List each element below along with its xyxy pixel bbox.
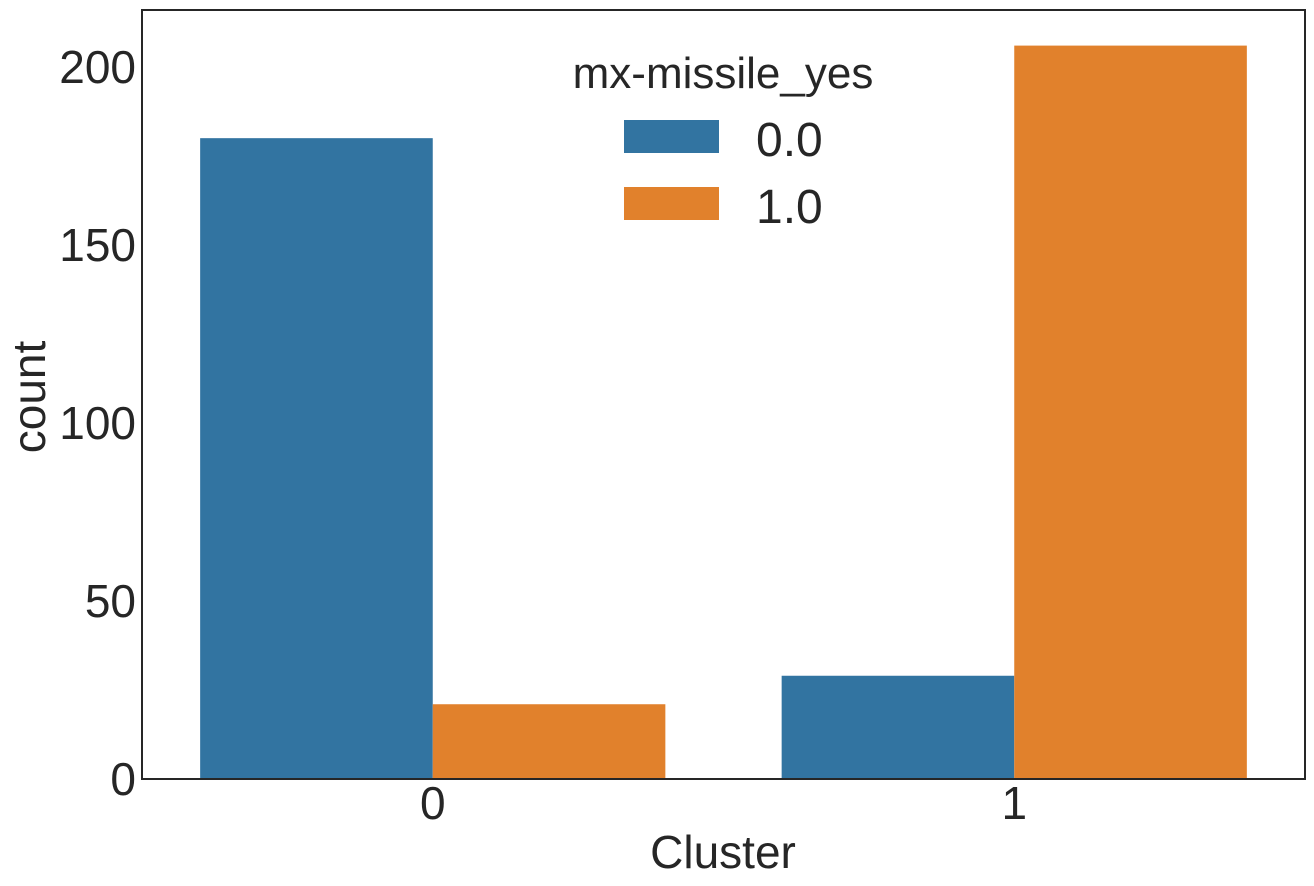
y-tick-label: 200 — [59, 41, 136, 93]
bar-cluster-0-series-1.0 — [432, 704, 666, 779]
x-tick-label: 0 — [420, 777, 446, 829]
legend-swatch-0 — [624, 120, 719, 153]
y-tick-labels: 0 50 100 150 200 — [59, 41, 136, 805]
bars-layer — [200, 45, 1247, 779]
x-axis-label: Cluster — [650, 826, 796, 878]
x-tick-label: 1 — [1001, 777, 1027, 829]
bar-cluster-1-series-0.0 — [781, 675, 1015, 779]
legend-swatch-1 — [624, 187, 719, 220]
legend-title: mx-missile_yes — [573, 49, 874, 98]
y-tick-label: 150 — [59, 219, 136, 271]
legend: mx-missile_yes 0.0 1.0 — [573, 49, 874, 234]
legend-label-1: 1.0 — [756, 181, 823, 234]
y-tick-label: 50 — [85, 575, 136, 627]
bar-cluster-1-series-1.0 — [1014, 45, 1247, 779]
y-tick-label: 100 — [59, 397, 136, 449]
legend-label-0: 0.0 — [756, 114, 823, 167]
y-axis-label: count — [3, 341, 55, 454]
y-tick-label: 0 — [110, 753, 136, 805]
plot-frame — [141, 9, 1306, 780]
bar-cluster-0-series-0.0 — [200, 138, 433, 779]
